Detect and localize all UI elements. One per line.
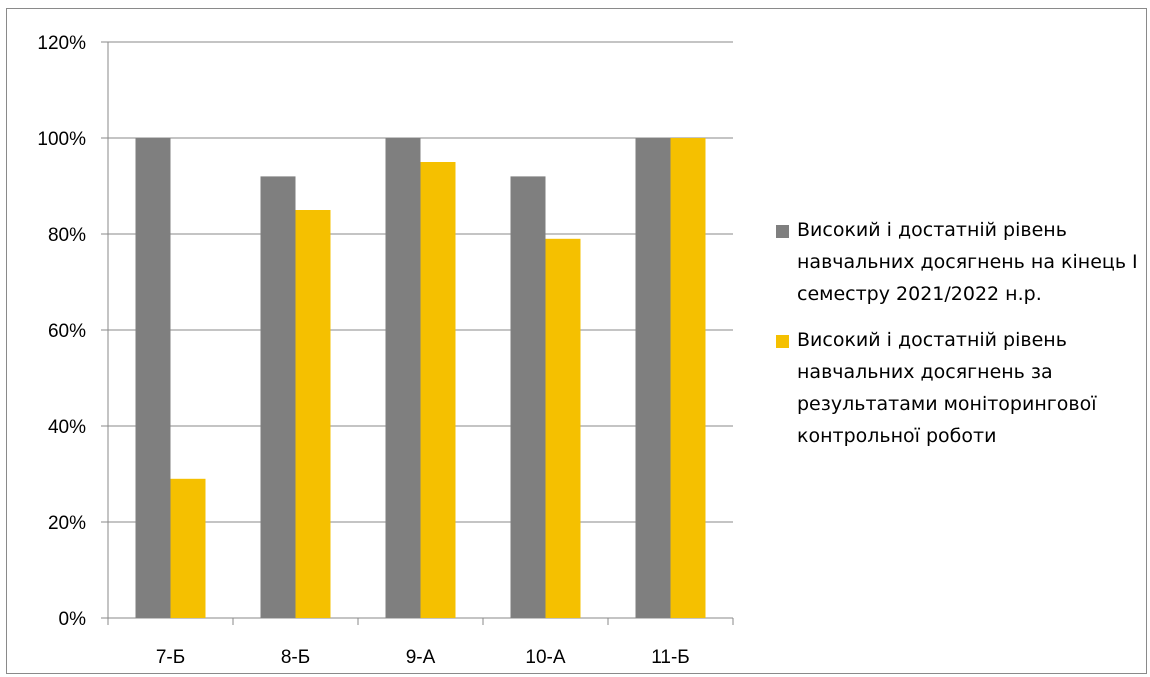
y-tick-label: 60% — [48, 321, 86, 342]
y-tick-label: 100% — [37, 129, 86, 150]
legend-item-monitoring: Високий і достатній рівень навчальних до… — [776, 324, 1148, 452]
bar-series-2 — [545, 238, 581, 619]
legend: Високий і достатній рівень навчальних до… — [776, 214, 1148, 466]
y-tick-label: 120% — [37, 33, 86, 54]
bar-series-1 — [635, 138, 671, 618]
legend-swatch-yellow — [776, 335, 789, 348]
y-tick-label: 0% — [59, 609, 87, 630]
legend-label-monitoring: Високий і достатній рівень навчальних до… — [797, 329, 1097, 447]
x-tick-label: 8-Б — [281, 647, 310, 668]
bar-series-2 — [420, 162, 456, 618]
bar-series-1 — [260, 176, 296, 618]
legend-swatch-gray — [776, 225, 789, 238]
bar-series-2 — [670, 138, 706, 618]
bar-series-1 — [510, 176, 546, 618]
x-tick-label: 10-А — [525, 647, 565, 668]
bar-series-2 — [170, 478, 206, 618]
legend-item-semester: Високий і достатній рівень навчальних до… — [776, 214, 1148, 310]
y-tick-label: 20% — [48, 513, 86, 534]
bar-series-1 — [135, 138, 171, 618]
bar-series-2 — [295, 210, 331, 618]
x-tick-label: 11-Б — [651, 647, 690, 668]
bar-series-1 — [385, 138, 421, 618]
legend-label-semester: Високий і достатній рівень навчальних до… — [797, 219, 1138, 305]
x-tick-label: 7-Б — [156, 647, 185, 668]
y-tick-label: 40% — [48, 417, 86, 438]
y-tick-label: 80% — [48, 225, 86, 246]
x-tick-label: 9-А — [406, 647, 436, 668]
